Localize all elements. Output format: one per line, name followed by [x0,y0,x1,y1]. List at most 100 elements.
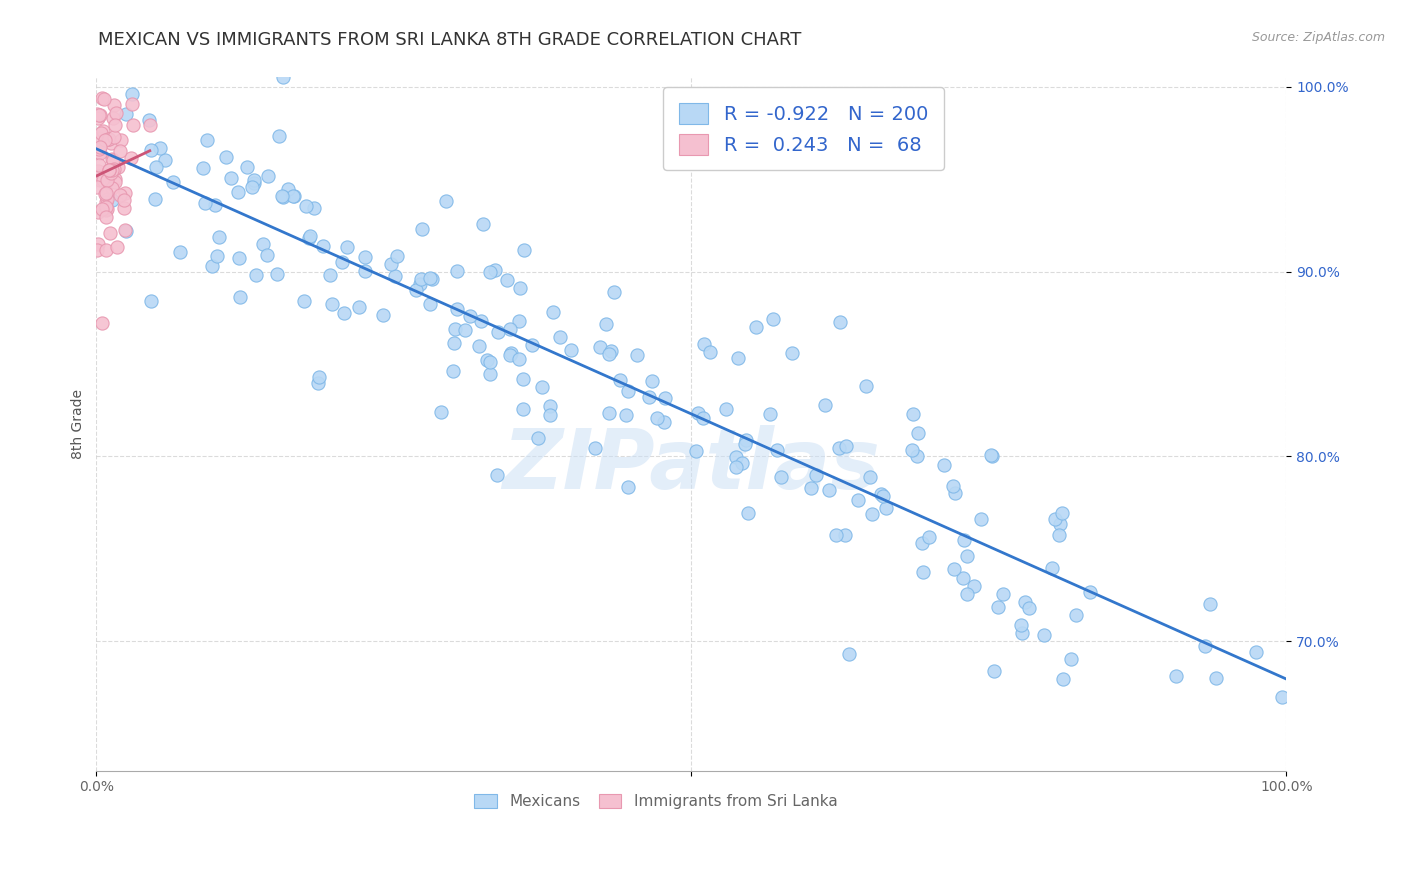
Point [560,343,582,358]
Point [470,314,492,328]
Point [1271,690,1294,704]
Point [385,249,408,263]
Point [446,301,468,316]
Point [860,507,883,521]
Point [499,345,522,359]
Point [321,297,343,311]
Point [101,181,124,195]
Point [479,354,502,368]
Point [110,133,132,147]
Point [486,468,509,483]
Point [685,443,707,458]
Point [952,571,974,585]
Point [766,443,789,458]
Point [918,530,941,544]
Point [104,174,127,188]
Point [598,406,620,420]
Point [943,486,966,500]
Point [194,196,217,211]
Point [727,351,749,365]
Point [302,202,325,216]
Point [108,187,131,202]
Point [460,309,482,323]
Point [654,391,676,405]
Point [870,486,893,500]
Point [114,186,136,201]
Point [513,244,536,258]
Point [256,169,278,184]
Point [838,648,860,662]
Point [512,372,534,386]
Point [319,268,342,282]
Text: MEXICAN VS IMMIGRANTS FROM SRI LANKA 8TH GRADE CORRELATION CHART: MEXICAN VS IMMIGRANTS FROM SRI LANKA 8TH… [98,31,801,49]
Point [94,186,117,201]
Point [638,390,661,404]
Point [486,325,509,339]
Point [911,536,934,550]
Point [724,460,747,475]
Point [527,431,550,445]
Point [1045,511,1067,525]
Point [943,562,966,576]
Point [478,368,501,382]
Point [912,566,935,580]
Point [271,190,294,204]
Point [89,131,111,145]
Point [716,402,738,417]
Point [538,408,561,422]
Point [86,180,108,194]
Point [693,336,716,351]
Point [294,293,316,308]
Point [228,251,250,265]
Point [1014,595,1036,609]
Point [103,129,125,144]
Point [101,152,124,166]
Point [103,98,125,112]
Point [479,264,502,278]
Point [89,108,111,122]
Point [354,264,377,278]
Point [281,189,304,203]
Point [100,136,122,150]
Point [543,305,565,319]
Point [98,226,121,240]
Point [87,163,110,178]
Point [208,230,231,244]
Point [641,374,664,388]
Point [354,250,377,264]
Point [143,192,166,206]
Point [112,201,135,215]
Point [96,173,118,187]
Point [969,511,991,525]
Point [1080,585,1102,599]
Point [298,229,321,244]
Point [139,118,162,132]
Point [724,450,747,464]
Point [384,268,406,283]
Point [86,243,108,257]
Point [89,173,111,187]
Point [1052,672,1074,686]
Point [229,290,252,304]
Point [103,161,125,176]
Point [101,163,124,178]
Point [307,376,329,390]
Point [270,189,292,203]
Point [101,111,124,125]
Point [114,224,136,238]
Point [734,437,756,451]
Point [499,348,522,362]
Point [609,373,631,387]
Point [583,442,606,456]
Point [1049,516,1071,531]
Point [595,318,617,332]
Point [509,280,531,294]
Point [901,407,924,421]
Point [191,161,214,176]
Point [101,153,124,167]
Point [1205,671,1227,685]
Point [333,306,356,320]
Point [520,338,543,352]
Point [419,297,441,311]
Point [271,70,294,85]
